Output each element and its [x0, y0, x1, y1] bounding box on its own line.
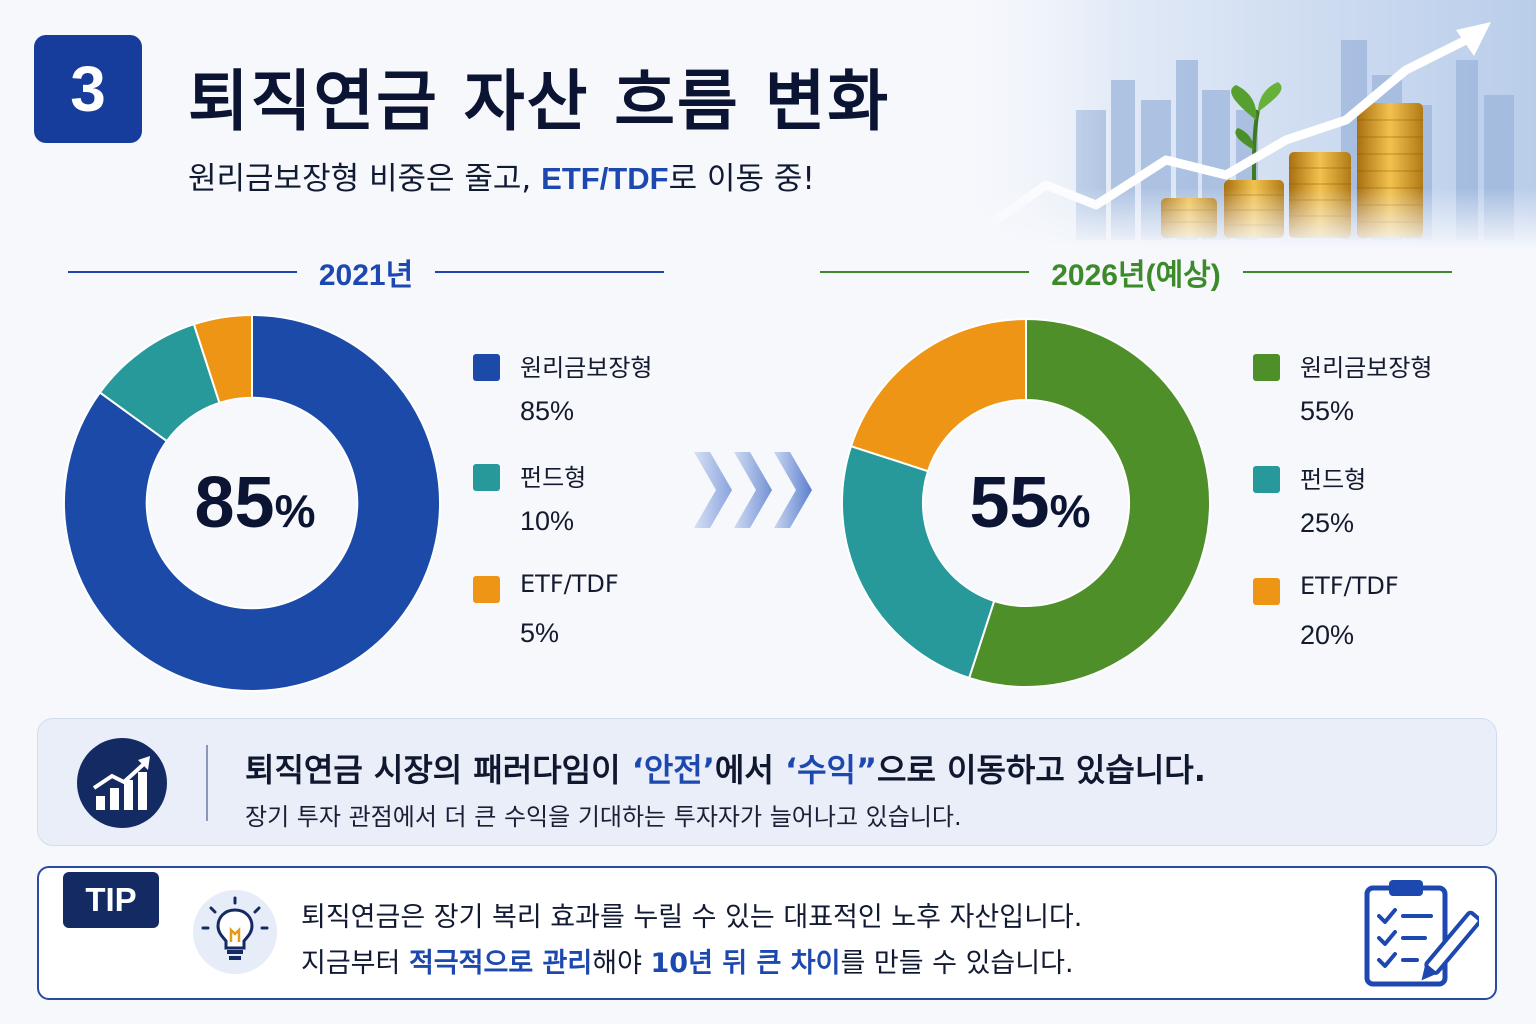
legend-label: ETF/TDF [520, 570, 619, 598]
legend-swatch [473, 576, 500, 603]
legend-swatch [1253, 578, 1280, 605]
lightbulb-icon [193, 890, 277, 974]
legend-swatch [473, 354, 500, 381]
donut-slice [849, 317, 1027, 473]
legend-2021: 원리금보장형 85% 펀드형 10% ETF/TDF 5% [473, 348, 703, 658]
legend-value: 10% [520, 506, 575, 536]
center-unit: % [1049, 485, 1091, 537]
tip-panel: TIP 퇴직연금은 장기 복리 효과를 누릴 수 있는 대표적인 노후 자산입니… [37, 866, 1497, 1000]
legend-label: 원리금보장형 [520, 354, 653, 382]
chart-title-2026: 2026년(예상) [820, 252, 1452, 292]
insight-panel: 퇴직연금 시장의 패러다임이 ‘안전’에서 ‘수익”으로 이동하고 있습니다. … [37, 718, 1497, 846]
subtitle-suffix: 로 이동 중! [668, 161, 815, 197]
legend-value: 20% [1300, 620, 1355, 650]
center-number: 55 [969, 463, 1050, 543]
legend-value: 55% [1300, 396, 1355, 426]
tip-text-line2: 지금부터 적극적으로 관리해야 10년 뒤 큰 차이를 만들 수 있습니다. [301, 941, 1074, 980]
page-title: 퇴직연금 자산 흐름 변화 [188, 63, 891, 140]
transition-chevrons-icon [694, 452, 812, 528]
divider-line [68, 271, 297, 273]
legend-swatch [473, 464, 500, 491]
legend-label: 펀드형 [1300, 466, 1367, 494]
divider-line [820, 271, 1030, 273]
chart-title-text: 2026년(예상) [1051, 259, 1221, 292]
tip-highlight: 적극적으로 관리 [408, 948, 593, 979]
insight-text: 에서 [714, 751, 785, 789]
divider-line [435, 271, 664, 273]
donut-slice [841, 444, 996, 680]
insight-text: 퇴직연금 시장의 패러다임이 [245, 751, 632, 789]
growth-chart-icon [77, 738, 167, 828]
donut-chart-2021 [63, 313, 441, 692]
clipboard-checklist-icon [1364, 880, 1479, 987]
insight-divider [206, 745, 208, 821]
tip-highlight: 10년 뒤 큰 차이 [650, 948, 841, 979]
legend-value: 5% [520, 618, 560, 648]
donut-slice [192, 313, 253, 405]
center-unit: % [274, 485, 316, 537]
tip-text-line1: 퇴직연금은 장기 복리 효과를 누릴 수 있는 대표적인 노후 자산입니다. [301, 902, 1083, 933]
legend-value: 85% [520, 396, 575, 426]
tip-badge: TIP [63, 872, 159, 928]
chart-title-text: 2021년 [318, 259, 414, 292]
center-number: 85 [194, 463, 275, 543]
legend-label: ETF/TDF [1300, 572, 1399, 600]
donut-slice [967, 317, 1211, 688]
legend-label: 펀드형 [520, 464, 587, 492]
subtitle-highlight: ETF/TDF [541, 161, 669, 196]
insight-headline: 퇴직연금 시장의 패러다임이 ‘안전’에서 ‘수익”으로 이동하고 있습니다. [245, 745, 1206, 791]
legend-swatch [1253, 466, 1280, 493]
chart-title-2021: 2021년 [68, 252, 664, 292]
tip-text: 를 만들 수 있습니다. [840, 948, 1074, 979]
center-value-2026: 55% [920, 462, 1140, 544]
subtitle-prefix: 원리금보장형 비중은 줄고, [188, 161, 542, 197]
legend-value: 25% [1300, 508, 1355, 538]
legend-2026: 원리금보장형 55% 펀드형 25% ETF/TDF 20% [1253, 348, 1483, 658]
legend-label: 원리금보장형 [1300, 354, 1433, 382]
section-number-badge: 3 [34, 35, 142, 143]
center-value-2021: 85% [145, 462, 365, 544]
insight-highlight: ‘안전’ [631, 751, 715, 789]
insight-subtext: 장기 투자 관점에서 더 큰 수익을 기대하는 투자자가 늘어나고 있습니다. [245, 803, 962, 831]
insight-text: 으로 이동하고 있습니다. [877, 751, 1206, 789]
tip-text: 해야 [592, 948, 651, 979]
donut-slice [63, 313, 441, 692]
divider-line [1242, 271, 1452, 273]
tip-text: 지금부터 [301, 948, 409, 979]
hero-illustration [936, 0, 1536, 250]
donut-chart-2026 [841, 317, 1211, 688]
insight-highlight: ‘수익” [784, 751, 878, 789]
page-subtitle: 원리금보장형 비중은 줄고, ETF/TDF로 이동 중! [188, 153, 815, 198]
legend-swatch [1253, 354, 1280, 381]
